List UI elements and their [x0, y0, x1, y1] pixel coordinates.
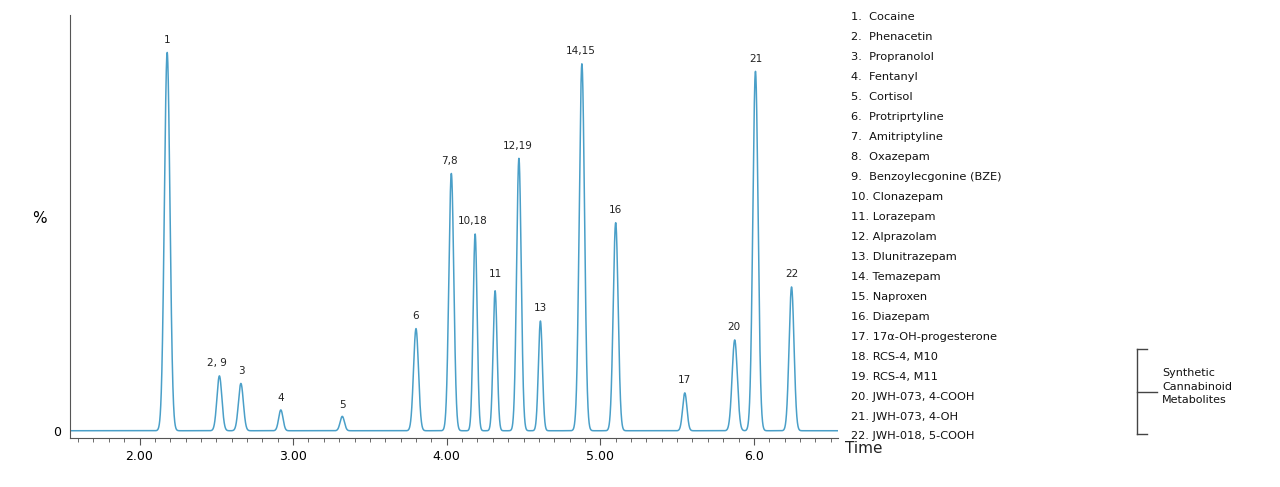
- Text: 5.  Cortisol: 5. Cortisol: [851, 92, 913, 102]
- Text: 12. Alprazolam: 12. Alprazolam: [851, 232, 937, 242]
- Text: 8.  Oxazepam: 8. Oxazepam: [851, 152, 931, 162]
- Text: 7.  Amitriptyline: 7. Amitriptyline: [851, 132, 943, 142]
- Text: Synthetic
Cannabinoid
Metabolites: Synthetic Cannabinoid Metabolites: [1162, 369, 1233, 405]
- Y-axis label: %: %: [32, 211, 47, 226]
- Text: 16: 16: [609, 205, 622, 215]
- Text: 10,18: 10,18: [458, 216, 488, 226]
- Text: 20: 20: [727, 322, 741, 332]
- Text: 13: 13: [534, 303, 547, 314]
- Text: 20. JWH-073, 4-COOH: 20. JWH-073, 4-COOH: [851, 392, 974, 402]
- Text: 4.  Fentanyl: 4. Fentanyl: [851, 72, 918, 82]
- Text: 2.  Phenacetin: 2. Phenacetin: [851, 32, 933, 42]
- Text: 21. JWH-073, 4-OH: 21. JWH-073, 4-OH: [851, 412, 959, 422]
- Text: 10. Clonazepam: 10. Clonazepam: [851, 192, 943, 202]
- Text: 15. Naproxen: 15. Naproxen: [851, 292, 927, 302]
- Text: 4: 4: [278, 393, 284, 404]
- Text: 11. Lorazepam: 11. Lorazepam: [851, 212, 936, 222]
- Text: 16. Diazepam: 16. Diazepam: [851, 312, 929, 322]
- Text: 1: 1: [164, 35, 170, 45]
- Text: Time: Time: [845, 441, 882, 456]
- Text: 14. Temazepam: 14. Temazepam: [851, 272, 941, 282]
- Text: 21: 21: [749, 54, 762, 64]
- Text: 9.  Benzoylecgonine (BZE): 9. Benzoylecgonine (BZE): [851, 172, 1002, 182]
- Text: 11: 11: [489, 269, 502, 280]
- Text: 19. RCS-4, M11: 19. RCS-4, M11: [851, 372, 938, 382]
- Text: 1.  Cocaine: 1. Cocaine: [851, 12, 915, 22]
- Text: 5: 5: [339, 400, 346, 410]
- Text: 18. RCS-4, M10: 18. RCS-4, M10: [851, 352, 938, 362]
- Text: 22: 22: [785, 269, 799, 280]
- Text: 22. JWH-018, 5-COOH: 22. JWH-018, 5-COOH: [851, 431, 974, 442]
- Text: 17: 17: [677, 375, 691, 385]
- Text: 17. 17α-OH-progesterone: 17. 17α-OH-progesterone: [851, 332, 997, 342]
- Text: 13. Dlunitrazepam: 13. Dlunitrazepam: [851, 252, 957, 262]
- Text: 6.  Protriprtyline: 6. Protriprtyline: [851, 112, 943, 122]
- Text: 2, 9: 2, 9: [207, 358, 227, 368]
- Text: 14,15: 14,15: [566, 46, 596, 56]
- Text: 3.  Propranolol: 3. Propranolol: [851, 52, 934, 62]
- Text: 6: 6: [412, 311, 420, 321]
- Text: 7,8: 7,8: [442, 156, 458, 166]
- Text: 3: 3: [238, 366, 244, 376]
- Text: 12,19: 12,19: [503, 141, 532, 151]
